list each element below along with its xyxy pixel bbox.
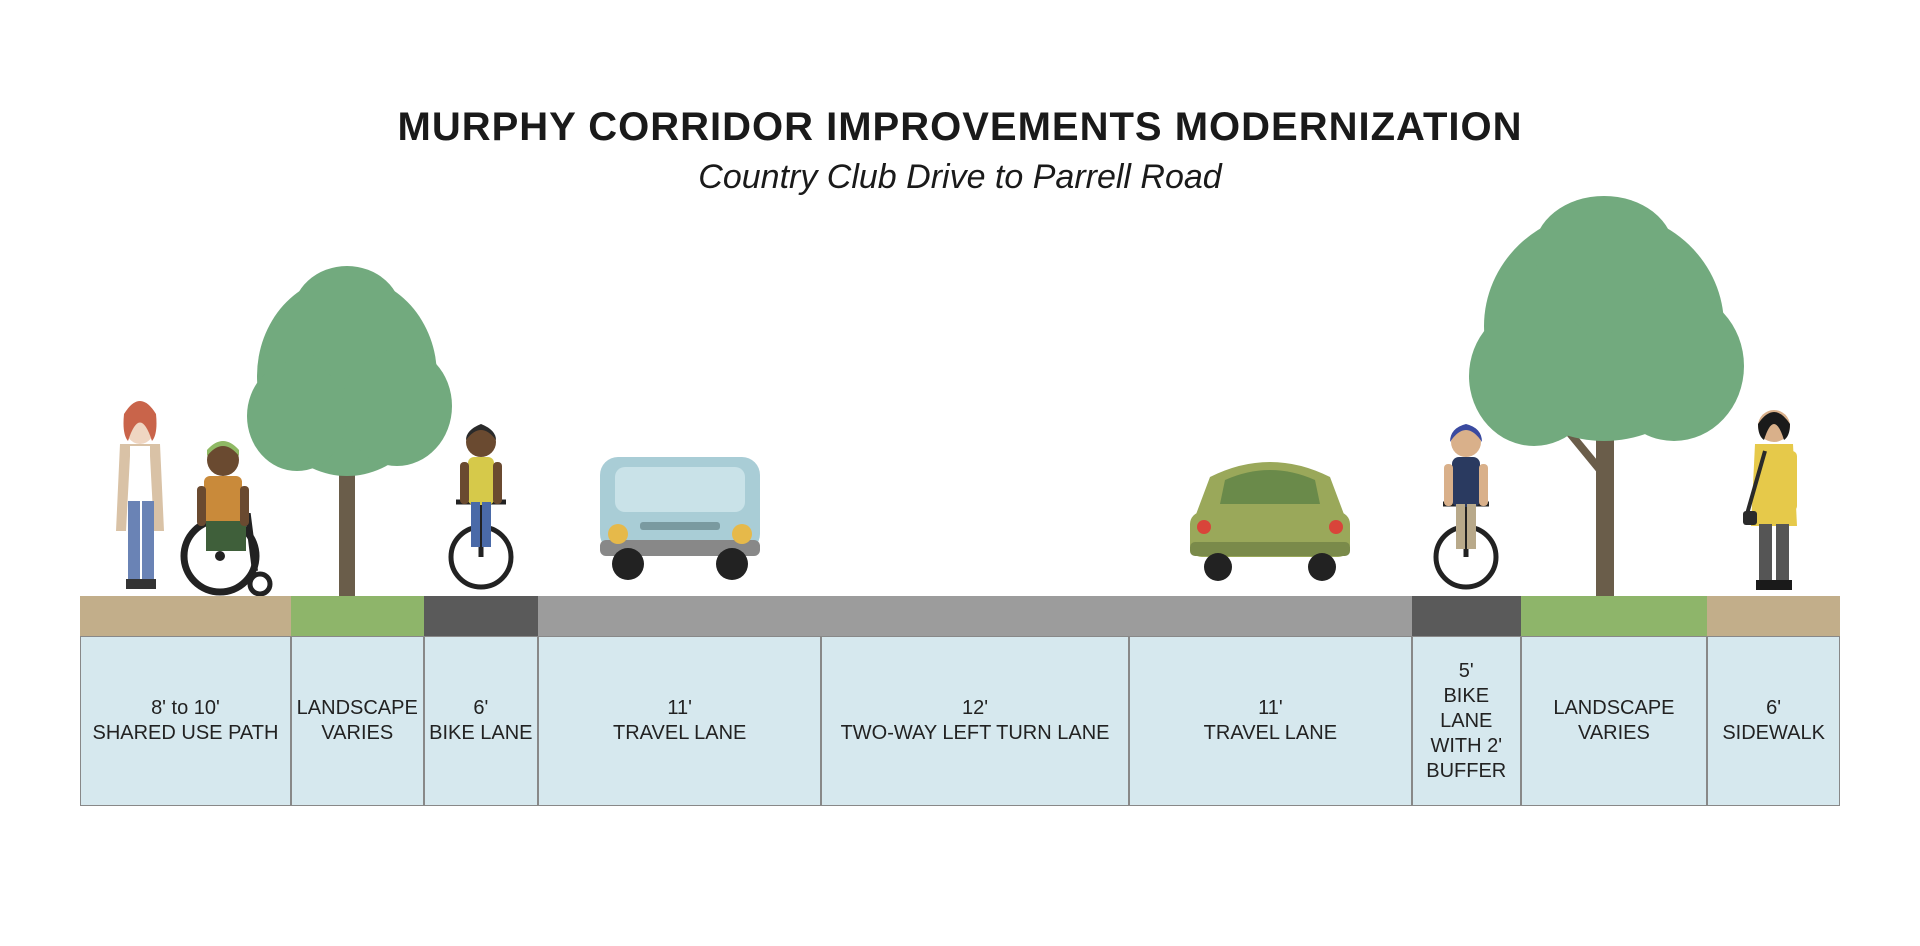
label-name: SIDEWALK	[1722, 721, 1825, 746]
label-dim: 11'	[667, 696, 692, 721]
cyclist-right-icon	[1421, 402, 1511, 592]
label-bike-l: 6'BIKE LANE	[424, 636, 539, 806]
label-dim: 6'	[1766, 696, 1781, 721]
label-shared-path: 8' to 10'SHARED USE PATH	[80, 636, 291, 806]
surface-turn	[821, 596, 1128, 636]
label-name: TWO-WAY LEFT TURN LANE	[841, 721, 1110, 746]
surface-travel-r	[1129, 596, 1412, 636]
surface-landscape-l	[291, 596, 424, 636]
label-name: SHARED USE PATH	[92, 721, 278, 746]
label-dim: 12'	[962, 696, 988, 721]
label-travel-r: 11'TRAVEL LANE	[1129, 636, 1412, 806]
label-travel-l: 11'TRAVEL LANE	[538, 636, 821, 806]
title-subtitle: Country Club Drive to Parrell Road	[0, 158, 1920, 197]
label-sidewalk-r: 6'SIDEWALK	[1707, 636, 1840, 806]
label-landscape-r: LANDSCAPEVARIES	[1521, 636, 1708, 806]
label-dim: 6'	[473, 696, 488, 721]
cyclist-left-icon	[436, 402, 526, 592]
pedestrian-woman-icon	[100, 396, 180, 596]
surface-sidewalk-r	[1707, 596, 1840, 636]
label-name: TRAVEL LANE	[1204, 721, 1337, 746]
label-dim: LANDSCAPE	[1553, 696, 1674, 721]
dimension-labels: 8' to 10'SHARED USE PATHLANDSCAPEVARIES6…	[80, 636, 1840, 806]
surface-shared-path	[80, 596, 291, 636]
label-landscape-l: LANDSCAPEVARIES	[291, 636, 424, 806]
surface-landscape-r	[1521, 596, 1708, 636]
illustration-layer	[80, 260, 1840, 596]
label-turn: 12'TWO-WAY LEFT TURN LANE	[821, 636, 1128, 806]
surface-bike-r	[1412, 596, 1520, 636]
label-dim: 5'	[1459, 659, 1474, 684]
label-name: VARIES	[321, 721, 393, 746]
car-rear-icon	[1170, 442, 1370, 582]
label-bike-r: 5'BIKE LANE WITH 2' BUFFER	[1412, 636, 1520, 806]
pedestrian-right-icon	[1729, 396, 1819, 596]
wheelchair-user-icon	[170, 426, 280, 596]
surface-travel-l	[538, 596, 821, 636]
cross-section-scene: 8' to 10'SHARED USE PATHLANDSCAPEVARIES6…	[80, 260, 1840, 806]
label-name: BIKE LANE	[429, 721, 532, 746]
label-dim: 8' to 10'	[151, 696, 220, 721]
title-main: MURPHY CORRIDOR IMPROVEMENTS MODERNIZATI…	[0, 105, 1920, 150]
label-name: TRAVEL LANE	[613, 721, 746, 746]
ground-surfaces	[80, 596, 1840, 636]
surface-bike-l	[424, 596, 539, 636]
label-dim: LANDSCAPE	[297, 696, 418, 721]
cross-section-infographic: MURPHY CORRIDOR IMPROVEMENTS MODERNIZATI…	[0, 0, 1920, 946]
label-dim: 11'	[1258, 696, 1283, 721]
label-name: VARIES	[1578, 721, 1650, 746]
title-block: MURPHY CORRIDOR IMPROVEMENTS MODERNIZATI…	[0, 105, 1920, 197]
label-name: BIKE LANE WITH 2' BUFFER	[1417, 684, 1515, 784]
van-front-icon	[580, 422, 780, 582]
